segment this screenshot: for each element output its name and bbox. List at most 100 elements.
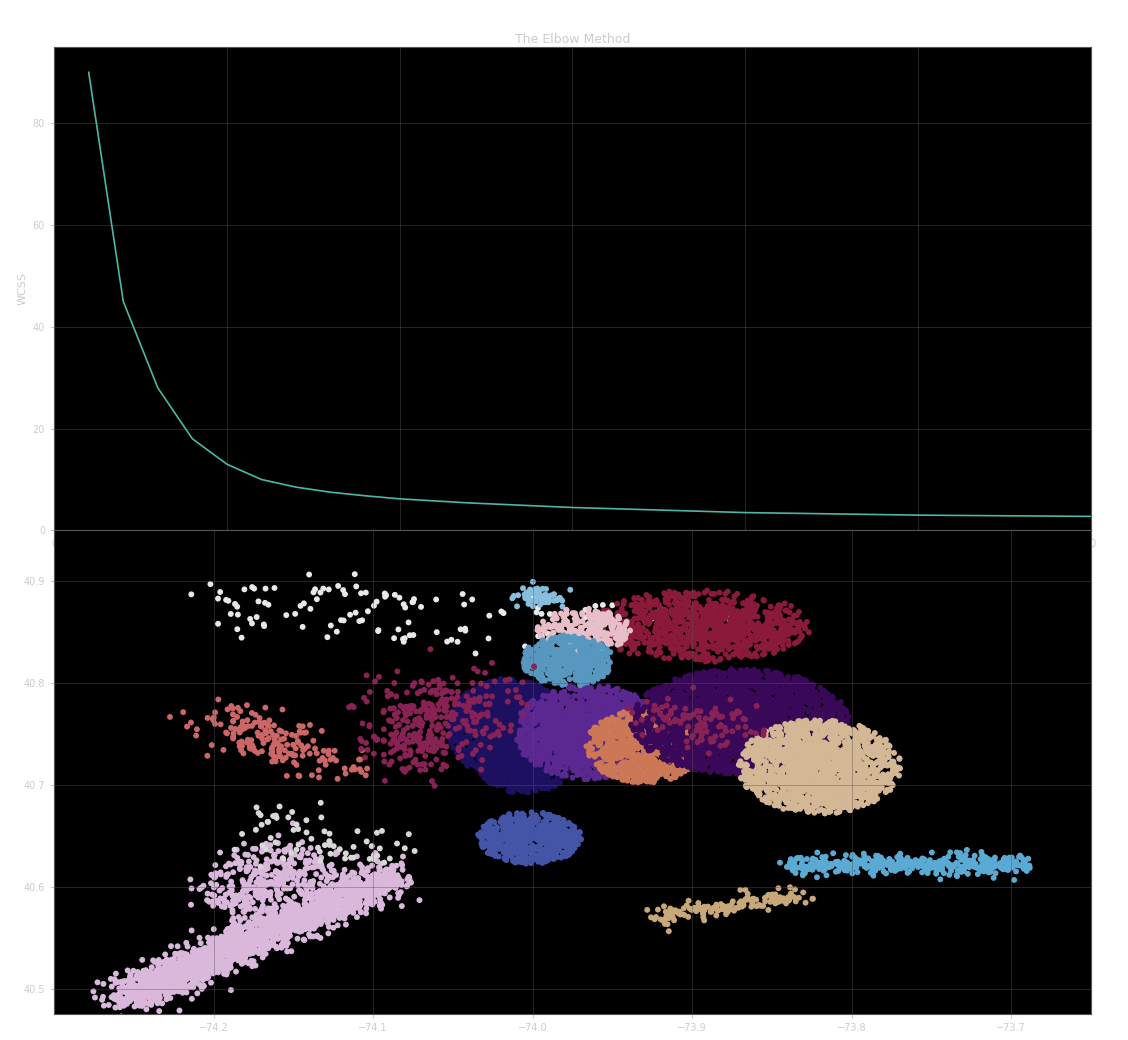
Point xyxy=(301,917,319,934)
Point xyxy=(239,718,257,734)
Point xyxy=(662,706,680,723)
Point xyxy=(649,739,667,756)
Point xyxy=(704,609,722,626)
Point xyxy=(501,734,519,751)
Point xyxy=(795,745,813,761)
Point xyxy=(501,745,519,761)
Point xyxy=(550,709,569,726)
Point xyxy=(663,720,681,736)
Point xyxy=(830,697,848,713)
Point xyxy=(486,676,504,693)
Point xyxy=(245,739,263,756)
Point xyxy=(607,718,625,734)
Point xyxy=(556,754,574,771)
Point xyxy=(543,669,561,685)
Point xyxy=(549,821,567,837)
Point xyxy=(335,886,353,903)
Point xyxy=(452,737,470,754)
Point xyxy=(611,728,629,745)
Point xyxy=(1011,857,1029,874)
Point xyxy=(465,709,483,726)
Point xyxy=(536,780,554,797)
Point xyxy=(361,883,379,900)
Point xyxy=(569,748,587,764)
Point xyxy=(607,722,625,738)
Point xyxy=(576,617,594,633)
Point xyxy=(633,735,651,752)
Point xyxy=(519,590,537,606)
Point xyxy=(482,710,500,727)
Point xyxy=(823,786,841,803)
Point xyxy=(748,731,766,748)
Point xyxy=(631,737,649,754)
Point xyxy=(449,736,467,753)
Point xyxy=(618,754,636,771)
Point xyxy=(570,712,588,729)
Point xyxy=(311,584,329,601)
Point xyxy=(866,852,884,868)
Point xyxy=(543,730,561,747)
Point xyxy=(482,762,500,779)
Point xyxy=(607,698,625,714)
Point xyxy=(774,779,792,796)
Point xyxy=(880,857,898,874)
Point xyxy=(519,720,537,736)
Point xyxy=(527,712,545,729)
Point xyxy=(781,742,799,758)
Point xyxy=(491,709,509,726)
Point xyxy=(540,738,558,755)
Point xyxy=(539,703,557,720)
Point xyxy=(316,895,334,912)
Point xyxy=(380,875,398,891)
Point xyxy=(708,610,726,627)
Point xyxy=(802,764,820,781)
Point xyxy=(723,610,741,627)
Point xyxy=(229,936,247,953)
Point xyxy=(338,898,356,914)
Point xyxy=(779,713,797,730)
Point xyxy=(765,719,783,735)
Point xyxy=(800,760,818,777)
Point xyxy=(600,731,618,748)
Point xyxy=(635,731,653,748)
Point xyxy=(652,616,670,632)
Point xyxy=(550,738,569,755)
Point xyxy=(528,743,546,759)
Point xyxy=(561,705,579,722)
Point xyxy=(223,944,241,961)
Point xyxy=(706,603,724,620)
Point xyxy=(675,723,693,739)
Point xyxy=(325,862,343,879)
Point xyxy=(677,756,695,773)
Point xyxy=(571,669,589,685)
Point xyxy=(513,758,531,775)
Point xyxy=(747,716,765,732)
Point xyxy=(668,606,686,623)
Point xyxy=(611,748,629,764)
Point xyxy=(478,829,496,846)
Point xyxy=(764,745,782,761)
Point xyxy=(515,736,534,753)
Point xyxy=(279,911,297,928)
Point xyxy=(610,753,628,770)
Point xyxy=(786,635,804,652)
Point xyxy=(476,690,494,706)
Point xyxy=(841,750,860,766)
Point xyxy=(479,630,497,647)
Point xyxy=(827,695,845,711)
Point xyxy=(707,701,725,718)
Point xyxy=(786,771,804,787)
Point xyxy=(565,818,583,835)
Point xyxy=(594,757,613,774)
Point xyxy=(482,732,500,749)
Point xyxy=(814,786,832,803)
Point xyxy=(329,881,347,898)
Point xyxy=(820,760,838,777)
Point xyxy=(773,712,791,729)
Point xyxy=(750,740,768,757)
Point xyxy=(360,889,378,906)
Point xyxy=(740,762,758,779)
Point xyxy=(276,922,294,939)
Point xyxy=(484,673,502,690)
Point xyxy=(691,721,710,737)
